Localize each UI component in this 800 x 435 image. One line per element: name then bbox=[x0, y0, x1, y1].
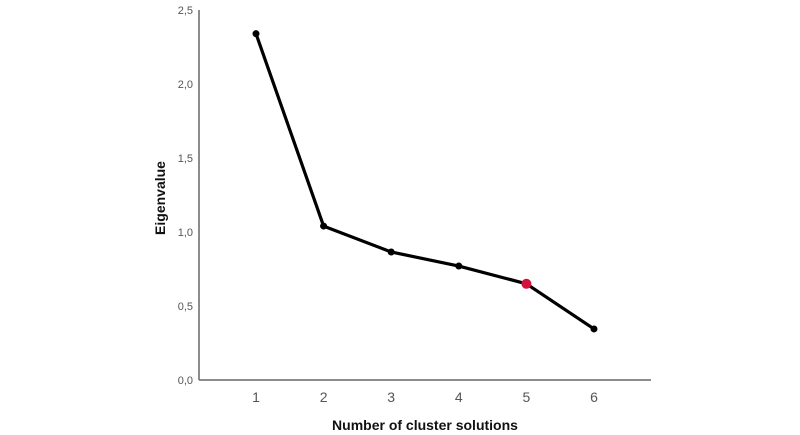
data-series bbox=[252, 30, 598, 333]
x-tick-label: 5 bbox=[523, 389, 531, 405]
highlighted-data-point bbox=[521, 278, 532, 289]
y-tick-label: 1,5 bbox=[178, 153, 193, 165]
y-tick-label: 2,5 bbox=[178, 5, 193, 17]
x-tick-label: 6 bbox=[590, 389, 598, 405]
eigenvalue-line bbox=[254, 33, 595, 331]
data-point bbox=[252, 30, 260, 38]
x-tick-label: 3 bbox=[387, 389, 395, 405]
x-tick-label: 4 bbox=[455, 389, 463, 405]
x-tick-label: 1 bbox=[252, 389, 260, 405]
y-tick-label: 2,0 bbox=[178, 79, 193, 91]
y-tick-label: 1,0 bbox=[178, 227, 193, 239]
x-tick-label: 2 bbox=[320, 389, 328, 405]
x-axis-title: Number of cluster solutions bbox=[332, 417, 518, 433]
data-point bbox=[590, 325, 598, 333]
data-point bbox=[455, 262, 463, 270]
y-tick-label: 0,5 bbox=[178, 301, 193, 313]
x-axis: 1 2 3 4 5 6 bbox=[199, 379, 651, 405]
data-point bbox=[387, 248, 395, 256]
y-tick-label: 0,0 bbox=[178, 375, 193, 387]
y-axis: 0,0 0,5 1,0 1,5 2,0 2,5 bbox=[178, 5, 200, 387]
y-axis-title: Eigenvalue bbox=[152, 161, 168, 235]
data-point bbox=[320, 222, 328, 230]
